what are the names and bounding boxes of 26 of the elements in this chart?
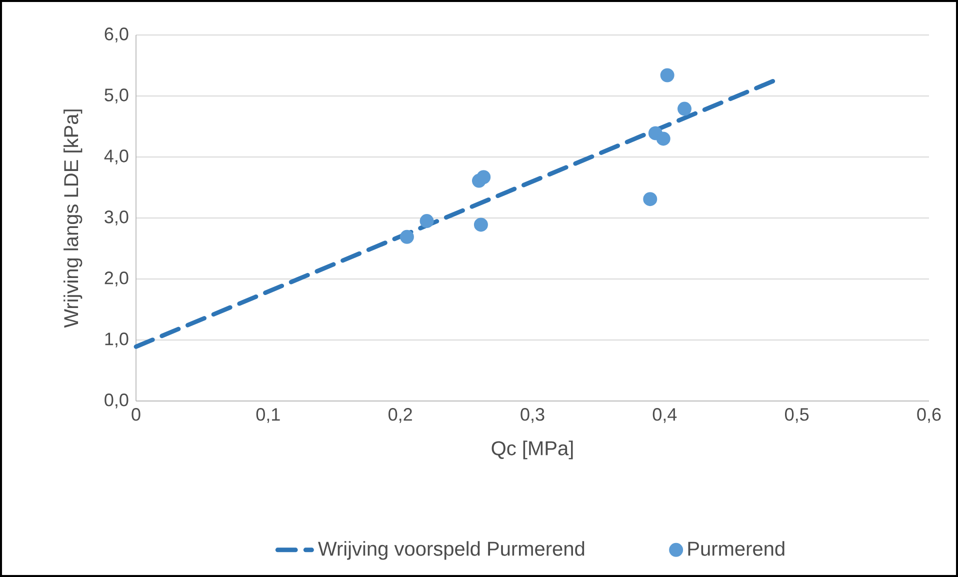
x-tick-label: 0,4 bbox=[652, 408, 677, 423]
legend-label: Wrijving voorspeld Purmerend bbox=[318, 541, 584, 560]
point bbox=[476, 170, 491, 184]
y-tick-label: 3,0 bbox=[104, 210, 128, 226]
point bbox=[660, 68, 674, 82]
point bbox=[400, 230, 414, 244]
y-tick-label: 6,0 bbox=[104, 28, 128, 42]
legend-label: Purmerend bbox=[688, 541, 784, 556]
point bbox=[656, 132, 670, 146]
x-tick-label: 0 bbox=[132, 408, 140, 421]
point bbox=[474, 218, 488, 232]
x-tick-label: 0,3 bbox=[520, 408, 544, 423]
x-axis-title: Qc [MPa] bbox=[492, 440, 573, 460]
y-tick-label: 4,0 bbox=[104, 150, 128, 164]
y-tick-label: 1,0 bbox=[105, 332, 128, 348]
point bbox=[677, 102, 692, 116]
y-axis-title: Wrijving langs LDE [kPa] bbox=[64, 110, 82, 328]
x-tick-label: 0,2 bbox=[388, 408, 412, 423]
x-tick-label: 0,5 bbox=[785, 408, 809, 423]
x-tick-label: 0,1 bbox=[256, 408, 280, 423]
x-tick-label: 0,6 bbox=[917, 408, 941, 423]
y-tick-label: 0,0 bbox=[104, 394, 128, 408]
point bbox=[420, 214, 434, 228]
y-tick-label: 2,0 bbox=[104, 272, 128, 286]
point bbox=[643, 192, 658, 206]
y-tick-label: 5,0 bbox=[104, 88, 128, 104]
